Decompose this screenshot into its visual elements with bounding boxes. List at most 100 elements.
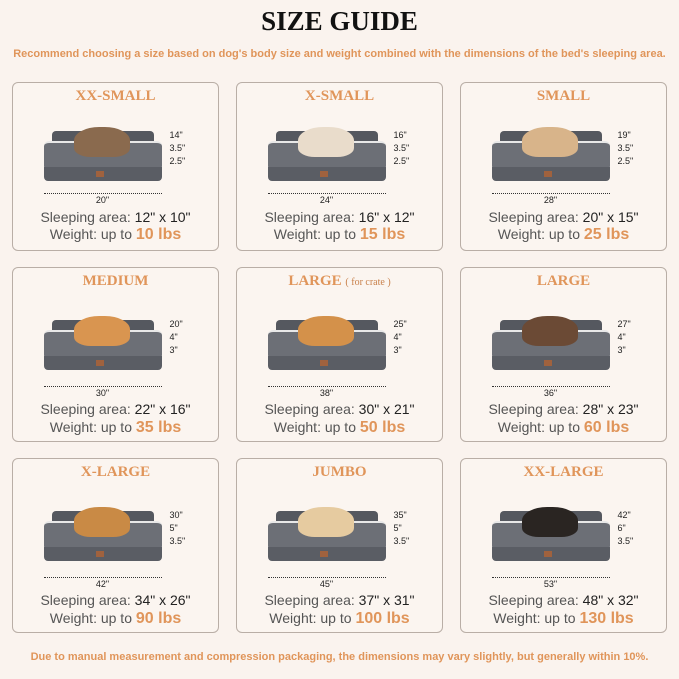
weight-label: Weight: up to [49,226,132,242]
size-card: LARGE ( for crate ) 25" 4" 3" 38" Sleepi… [236,267,443,442]
base-height: 3.5" [169,536,186,546]
total-height: 14" [169,130,183,140]
sleeping-value: 20" x 15" [582,209,639,225]
sleeping-value: 48" x 32" [582,592,639,608]
sleeping-label: Sleeping area: [488,401,579,417]
sleeping-label: Sleeping area: [264,209,355,225]
weight-label: Weight: up to [269,610,352,626]
sleeping-area: Sleeping area: 16" x 12" [237,209,442,225]
bed-image [43,316,162,372]
bed-image [267,507,386,563]
weight-value: 100 lbs [355,610,410,627]
height-dimensions: 42" 6" 3.5" [618,509,634,548]
size-card: X-SMALL 16" 3.5" 2.5" 24" Sleeping area:… [236,82,443,251]
dog-image [297,316,354,346]
sleeping-value: 16" x 12" [358,209,415,225]
size-name: XX-SMALL [13,88,218,105]
weight-value: 10 lbs [135,226,182,243]
weight-limit: Weight: up to 10 lbs [13,226,218,244]
size-card: SMALL 19" 3.5" 2.5" 28" Sleeping area: 2… [460,82,667,251]
weight-value: 130 lbs [579,610,634,627]
size-note: ( for crate ) [345,277,391,288]
dog-image [521,127,578,157]
length-dimension: 38" [267,386,386,398]
weight-value: 50 lbs [359,419,406,436]
cushion-height: 5" [393,523,402,533]
size-name-text: X-SMALL [304,88,375,104]
base-height: 2.5" [617,156,634,166]
base-height: 3" [617,345,626,355]
bed-image [267,316,386,372]
total-height: 42" [617,510,631,520]
bed-image [491,127,610,183]
weight-label: Weight: up to [493,610,576,626]
weight-limit: Weight: up to 15 lbs [237,226,442,244]
dog-image [521,316,578,346]
size-name-text: MEDIUM [82,273,149,289]
size-name: X-LARGE [13,464,218,481]
weight-value: 15 lbs [359,226,406,243]
size-name-text: XX-LARGE [523,464,604,480]
length-dimension: 36" [491,386,610,398]
sleeping-area: Sleeping area: 22" x 16" [13,401,218,417]
bed-image [43,127,162,183]
total-height: 35" [393,510,407,520]
weight-limit: Weight: up to 50 lbs [237,419,442,437]
total-height: 27" [617,319,631,329]
weight-label: Weight: up to [497,226,580,242]
length-dimension: 53" [491,577,610,589]
subtitle: Recommend choosing a size based on dog's… [13,48,666,60]
weight-value: 60 lbs [583,419,630,436]
cushion-height: 5" [169,523,178,533]
base-height: 2.5" [393,156,410,166]
weight-limit: Weight: up to 130 lbs [461,610,666,628]
cushion-height: 4" [169,332,178,342]
size-card: X-LARGE 30" 5" 3.5" 42" Sleeping area: 3… [12,458,219,633]
size-card: JUMBO 35" 5" 3.5" 45" Sleeping area: 37"… [236,458,443,633]
size-card: LARGE 27" 4" 3" 36" Sleeping area: 28" x… [460,267,667,442]
base-height: 3.5" [617,536,634,546]
length-dimension: 45" [267,577,386,589]
sleeping-area: Sleeping area: 34" x 26" [13,592,218,608]
bed-image [491,316,610,372]
sleeping-label: Sleeping area: [264,592,355,608]
total-height: 16" [393,130,407,140]
size-name-text: JUMBO [312,464,367,480]
bed-image [43,507,162,563]
dog-image [521,507,578,537]
weight-label: Weight: up to [49,610,132,626]
sleeping-label: Sleeping area: [40,209,131,225]
cushion-height: 3.5" [393,143,410,153]
size-name-text: LARGE [536,273,591,289]
base-height: 3.5" [393,536,410,546]
sleeping-area: Sleeping area: 30" x 21" [237,401,442,417]
sleeping-value: 34" x 26" [134,592,191,608]
size-name: XX-LARGE [461,464,666,481]
height-dimensions: 27" 4" 3" [618,318,631,357]
sleeping-area: Sleeping area: 37" x 31" [237,592,442,608]
sleeping-label: Sleeping area: [264,401,355,417]
size-name: LARGE ( for crate ) [237,273,442,290]
length-dimension: 30" [43,386,162,398]
base-height: 2.5" [169,156,186,166]
weight-limit: Weight: up to 90 lbs [13,610,218,628]
sleeping-value: 12" x 10" [134,209,191,225]
length-dimension: 20" [43,193,162,205]
height-dimensions: 35" 5" 3.5" [394,509,410,548]
sleeping-label: Sleeping area: [40,592,131,608]
cushion-height: 3.5" [617,143,634,153]
sleeping-label: Sleeping area: [40,401,131,417]
size-name: MEDIUM [13,273,218,290]
size-name-text: SMALL [536,88,591,104]
height-dimensions: 14" 3.5" 2.5" [170,129,186,168]
size-name-text: XX-SMALL [75,88,156,104]
bed-image [491,507,610,563]
cushion-height: 4" [617,332,626,342]
size-name: LARGE [461,273,666,290]
sleeping-label: Sleeping area: [488,592,579,608]
weight-limit: Weight: up to 60 lbs [461,419,666,437]
total-height: 19" [617,130,631,140]
size-name: JUMBO [237,464,442,481]
size-name: X-SMALL [237,88,442,105]
dog-image [73,316,130,346]
